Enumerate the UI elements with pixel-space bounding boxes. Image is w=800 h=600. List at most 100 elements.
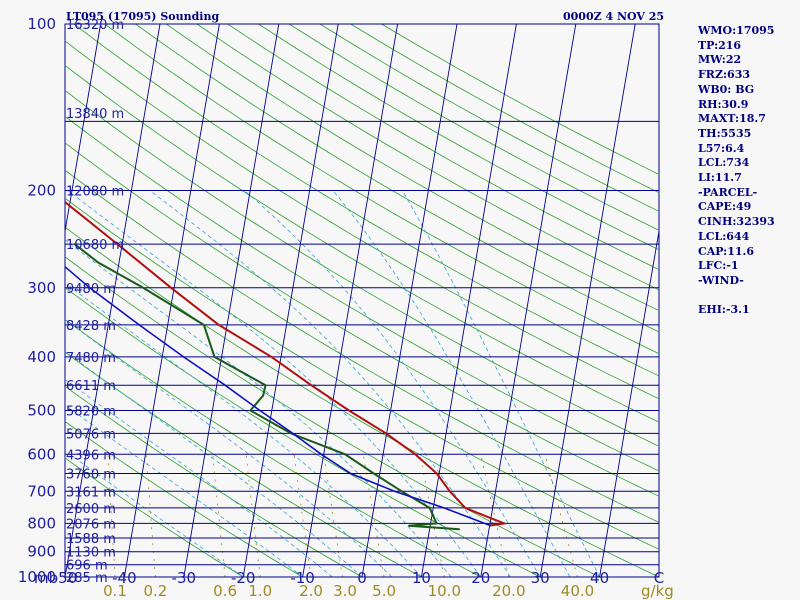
- mixing-ratio-tick-label: 3.0: [333, 582, 357, 600]
- dewpoint-point: [203, 324, 205, 326]
- dewpoint-point: [262, 394, 264, 397]
- dewpoint-point: [408, 525, 410, 527]
- temperature-point: [449, 490, 451, 493]
- dewpoint-trace: [74, 243, 460, 531]
- dewpoint-point: [249, 409, 252, 412]
- height-label: 3760 m: [66, 468, 116, 483]
- dewpoint-point: [428, 507, 431, 509]
- isotherm: [242, 24, 339, 577]
- mixing-ratio-tick-label: 2.0: [299, 582, 323, 600]
- sounding-indices-panel: WMO:17095 TP:216 MW:22 FRZ:633 WB0: BG RH:30.…: [698, 24, 798, 318]
- dry-adiabat: [65, 420, 304, 577]
- sounding-index-row: LI:11.7: [698, 171, 742, 185]
- temperature-tick-label: 30: [531, 569, 550, 587]
- dry-adiabat: [73, 24, 659, 377]
- sounding-index-row: CAP:11.6: [698, 244, 755, 258]
- height-label: 10680 m: [66, 238, 124, 253]
- pressure-tick-label: 500: [27, 402, 56, 420]
- height-label: 2600 m: [66, 502, 116, 517]
- temperature-point: [170, 287, 172, 289]
- dry-adiabat: [65, 169, 659, 523]
- temperature-point: [488, 516, 491, 519]
- temperature-point: [21, 23, 23, 25]
- pressure-tick-label: 600: [27, 445, 56, 463]
- mixing-ratio-tick-label: 20.0: [492, 582, 525, 600]
- mixing-ratio-line: [419, 454, 445, 577]
- height-label: 285 m: [66, 571, 108, 586]
- isotherm: [302, 24, 399, 577]
- height-label: 7480 m: [66, 351, 116, 366]
- isotherm: [480, 24, 577, 577]
- dewpoint-point: [73, 243, 76, 245]
- temperature-tick-label: 0: [357, 569, 367, 587]
- temperature-point: [464, 507, 467, 509]
- isotherm: [539, 24, 636, 577]
- isotherm: [183, 24, 280, 577]
- sounding-index-row: RH:30.9: [698, 97, 749, 111]
- dewpoint-point: [400, 490, 403, 493]
- dry-adiabat: [135, 24, 659, 333]
- height-label: 4396 m: [66, 448, 116, 463]
- height-label: 1588 m: [66, 532, 116, 547]
- sounding-traces: [11, 23, 509, 531]
- pressure-tick-label: 400: [27, 348, 56, 366]
- mixing-ratio-tick-label: 0.1: [103, 582, 127, 600]
- temperature-tick-label: -10: [290, 569, 315, 587]
- height-label: 696 m: [66, 559, 108, 574]
- mixing-ratio-line: [146, 454, 156, 577]
- height-label: 8428 m: [66, 319, 116, 334]
- sounding-index-row: LFC:-1: [698, 259, 739, 273]
- parcel-point: [182, 356, 185, 358]
- height-label: 1130 m: [66, 546, 116, 561]
- dry-adiabat: [65, 40, 659, 400]
- temperature-tick-label: 10: [412, 569, 431, 587]
- moist-adiabat: [65, 318, 392, 577]
- mixing-ratio-line: [107, 454, 116, 577]
- temperature-point: [270, 356, 273, 358]
- sounding-index-row: TP:216: [698, 38, 742, 52]
- dry-adiabat: [65, 256, 601, 577]
- sounding-index-row: EHI:-3.1: [698, 303, 750, 317]
- pressure-tick-label: 100: [27, 15, 56, 33]
- isotherm: [123, 24, 220, 577]
- pressure-tick-label: 1000: [18, 568, 56, 586]
- dewpoint-point: [458, 528, 461, 531]
- dry-adiabat: [196, 24, 659, 291]
- mixing-ratio-tick-label: 0.6: [213, 582, 237, 600]
- isotherm: [420, 24, 517, 577]
- parcel-point: [292, 432, 294, 435]
- temperature-tick-label: 20: [471, 569, 490, 587]
- temperature-point: [414, 453, 417, 456]
- height-label: 13840 m: [66, 107, 124, 122]
- temperature-point: [17, 67, 19, 69]
- height-label: 16320 m: [66, 18, 124, 33]
- mixing-ratio-tick-label: 10.0: [428, 582, 461, 600]
- temperature-point: [348, 409, 350, 412]
- temperature-tick-label: -50: [53, 569, 78, 587]
- pressure-tick-label: 800: [27, 514, 56, 532]
- isotherm: [65, 24, 161, 577]
- temperature-point: [11, 112, 13, 114]
- height-label: 6611 m: [66, 379, 116, 394]
- mixing-ratio-tick-label: 40.0: [561, 582, 594, 600]
- moist-adiabat: [65, 239, 452, 577]
- dry-adiabat: [65, 197, 659, 550]
- mixing-ratio-line: [293, 454, 312, 577]
- dewpoint-point: [264, 384, 267, 387]
- sounding-index-row: MW:22: [698, 53, 742, 67]
- station-title: LT095 (17095) Sounding: [66, 10, 219, 23]
- sounding-index-row: CINH:32393: [698, 215, 775, 229]
- mixing-ratio-tick-label: 1.0: [248, 582, 272, 600]
- sounding-index-row: FRZ:633: [698, 68, 751, 82]
- dry-adiabat: [65, 457, 244, 577]
- parcel-point: [320, 453, 323, 456]
- parcel-point: [224, 384, 226, 387]
- pressure-tick-label: 700: [27, 482, 56, 500]
- isotherm: [65, 24, 102, 234]
- valid-time: 0000Z 4 NOV 25: [563, 10, 664, 23]
- height-label: 5076 m: [66, 427, 116, 442]
- height-label: 2076 m: [66, 517, 116, 532]
- parcel-point: [349, 472, 352, 475]
- sounding-index-row: [698, 289, 798, 304]
